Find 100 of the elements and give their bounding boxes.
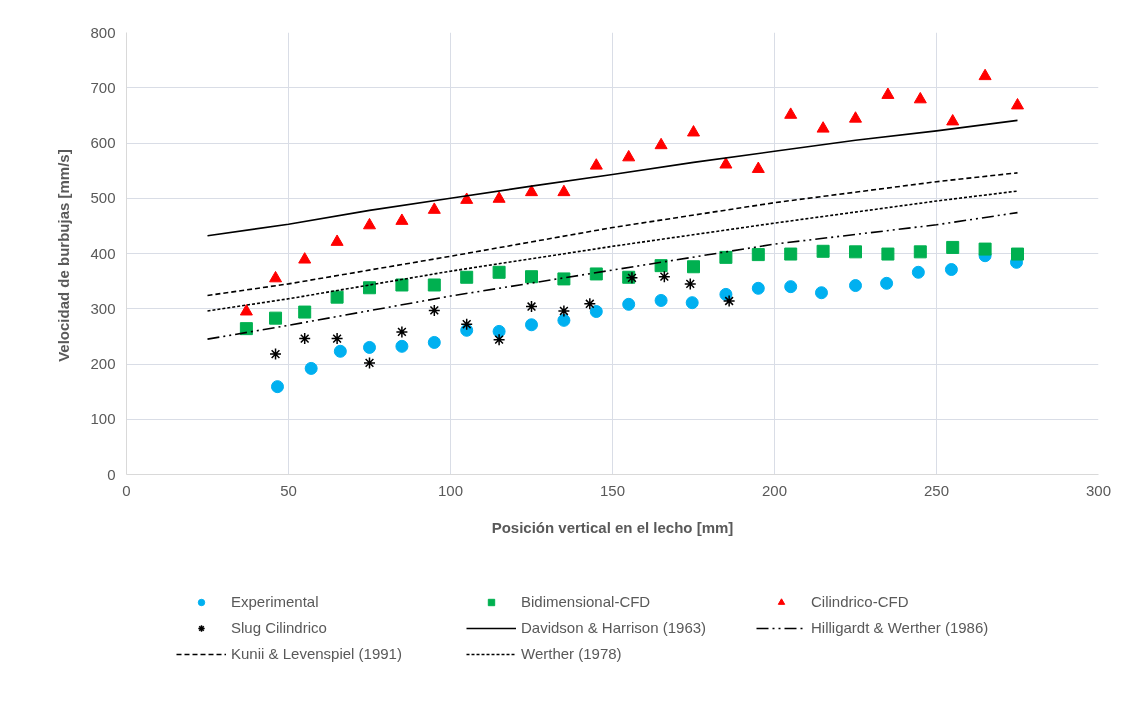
point [946,240,960,254]
y-axis-title: Velocidad de burbujas [mm/s] [55,149,73,362]
point [525,318,538,332]
point [589,158,603,170]
point [751,248,765,262]
legend-label: Experimental [231,593,320,610]
point [751,281,765,295]
point [880,276,894,290]
point [298,252,312,264]
x-axis-title: Posición vertical en el lecho [mm] [491,518,734,536]
x-tick-label: 250 [923,481,950,499]
point [330,290,344,304]
point [719,157,733,169]
point [492,333,506,346]
point [298,305,312,319]
point [363,356,376,370]
point [658,270,671,283]
point [395,278,409,292]
point [784,247,798,261]
point [269,270,283,283]
point [589,305,603,318]
point [784,280,798,294]
x-tick-label: 100 [437,481,464,499]
point [460,270,474,284]
y-tick-label: 0 [107,465,116,483]
point [427,335,441,349]
legend-label: Slug Cilindrico [231,619,328,636]
y-tick-label: 400 [90,244,116,262]
legend-label: Davidson & Harrison (1963) [521,619,708,636]
x-tick-label: 200 [761,481,788,499]
y-tick-label: 800 [90,23,116,41]
point [944,263,958,277]
point [557,313,571,327]
point [684,277,697,291]
x-tick-label: 150 [599,481,626,499]
point [395,339,409,353]
point [719,250,733,264]
point [525,300,538,313]
point [978,242,992,256]
y-tick-label: 700 [90,78,116,96]
point [751,161,765,173]
point [1011,247,1024,261]
point [814,286,828,300]
point [460,192,474,204]
legend-label: Kunii & Levenspiel (1991) [231,645,403,662]
x-tick-label: 0 [122,481,131,499]
line-series [206,211,1019,340]
point [427,278,441,292]
point [849,111,862,123]
point [685,296,699,310]
point [719,287,733,301]
point [913,91,927,104]
point [525,184,538,197]
point [654,293,668,307]
point [395,325,409,339]
x-tick-label: 50 [280,481,297,499]
y-tick-label: 600 [90,134,116,151]
point [1011,98,1024,110]
point [492,265,506,279]
point [395,213,409,225]
y-tick-label: 500 [90,189,116,207]
point [911,265,925,279]
legend-label: Bidimensional-CFD [521,593,652,610]
point [270,380,284,394]
point [269,347,282,361]
point [492,191,506,203]
point [687,260,700,274]
point [913,245,927,259]
point [304,361,318,375]
point [722,294,736,308]
point [363,217,376,230]
point [978,68,992,81]
y-tick-label: 100 [90,410,116,428]
point [427,202,441,214]
point [239,304,253,316]
point [881,247,895,261]
line-series [206,172,1019,297]
point [557,184,571,197]
x-tick-label: 300 [1085,481,1112,499]
point [330,234,344,246]
point [525,270,538,284]
point [816,121,830,133]
y-tick-label: 200 [90,355,116,372]
point [622,297,636,311]
point [849,245,862,259]
point [330,332,344,345]
legend-label: Hilligardt & Werther (1986) [811,619,990,636]
point [654,137,668,150]
legend-label: Cilindrico-CFD [811,593,910,610]
legend-label: Werther (1978) [521,645,623,662]
point [946,114,960,126]
point [654,259,668,273]
point [583,297,597,311]
point [881,87,895,99]
point [687,125,700,137]
point [460,317,473,331]
point [557,272,571,286]
point [589,267,603,281]
line-series [206,190,1019,312]
point [363,281,376,295]
